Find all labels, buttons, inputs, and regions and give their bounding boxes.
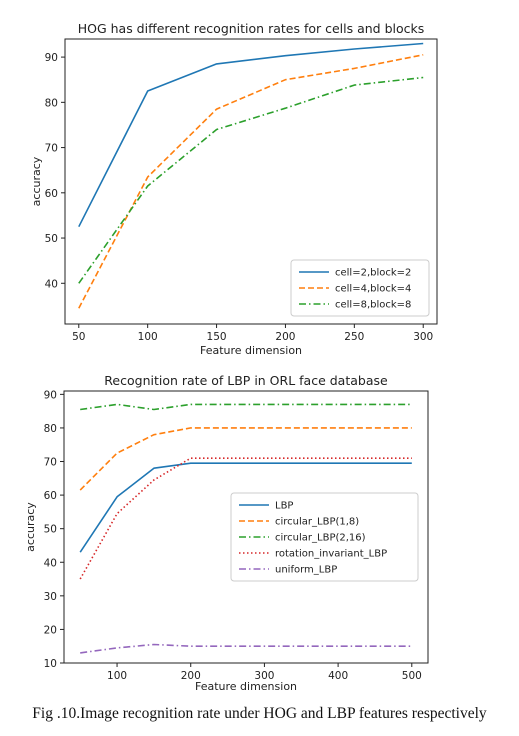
x-axis-label: Feature dimension [195,680,297,693]
x-tick-label: 200 [275,331,295,343]
y-tick-label: 60 [44,490,57,502]
x-tick-label: 400 [328,670,348,682]
plot-frame [64,38,438,325]
series-line-4 [79,457,412,580]
y-tick-label: 50 [44,524,57,536]
legend-label: rotation_invariant_LBP [275,549,387,560]
series-line-3 [78,76,424,284]
legend-label: circular_LBP(1,8) [275,517,359,528]
series-line-2 [78,54,424,309]
figure-canvas: HOG has different recognition rates for … [24,21,438,693]
x-tick-label: 200 [181,670,201,682]
x-axis-label: Feature dimension [200,344,302,357]
y-tick-label: 70 [45,143,58,155]
y-tick-label: 10 [44,658,57,670]
y-tick-label: 30 [44,591,57,603]
legend-label: LBP [275,501,293,512]
series-line-1 [79,462,412,553]
chart-title: HOG has different recognition rates for … [78,21,425,36]
y-tick-label: 90 [45,52,58,64]
legend-label: circular_LBP(2,16) [275,533,366,544]
y-tick-label: 20 [44,624,57,636]
y-tick-label: 60 [45,188,58,200]
series-line-1 [78,42,424,228]
legend-label: cell=2,block=2 [335,268,411,279]
legend: LBP circular_LBP(1,8) circular_LBP(2,16)ro… [230,492,419,582]
legend-label: cell=4,block=4 [335,284,411,295]
y-axis-label: accuracy [24,502,37,552]
legend-label: cell=8,block=8 [335,300,411,311]
legend-label: uniform_LBP [275,565,337,576]
series-line-3 [80,403,412,411]
y-tick-label: 80 [44,423,57,435]
y-tick-label: 40 [44,557,57,569]
figure-caption: Fig .10.Image recognition rate under HOG… [32,705,487,722]
x-tick-label: 500 [402,670,422,682]
legend-box [230,492,419,582]
legend-box [290,259,430,317]
series-line-2 [79,427,412,491]
y-axis-label: accuracy [30,156,43,206]
x-tick-label: 150 [207,331,227,343]
x-tick-label: 300 [254,670,274,682]
x-tick-label: 100 [138,331,158,343]
chart-title: Recognition rate of LBP in ORL face data… [104,373,388,388]
y-tick-label: 90 [44,389,57,401]
y-tick-label: 80 [45,97,58,109]
y-tick-label: 50 [45,233,58,245]
plot-frame [63,390,429,664]
series-line-5 [80,643,412,654]
x-tick-label: 300 [413,331,433,343]
y-tick-label: 40 [45,278,58,290]
y-tick-label: 70 [44,457,57,469]
x-tick-label: 50 [72,331,85,343]
x-tick-label: 250 [344,331,364,343]
chart-2: Recognition rate of LBP in ORL face data… [24,373,429,693]
legend: cell=2,block=2 cell=4,block=4 cell=8,block… [290,259,430,317]
chart-1: HOG has different recognition rates for … [30,21,438,357]
x-tick-label: 100 [107,670,127,682]
